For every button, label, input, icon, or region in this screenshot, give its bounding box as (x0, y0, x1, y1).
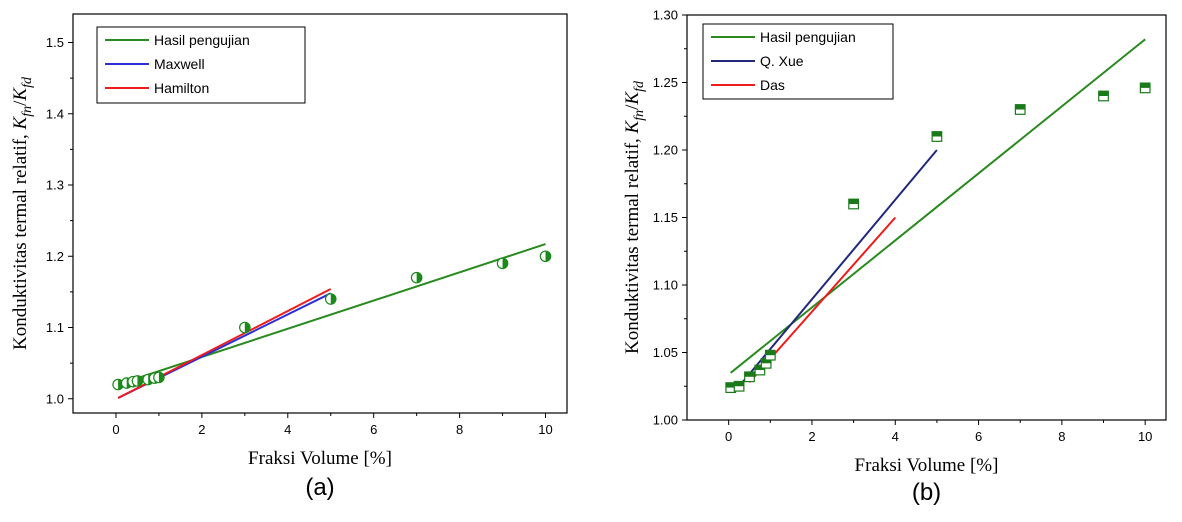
y-tick-label: 1.4 (46, 106, 64, 121)
data-point-fill (765, 350, 776, 356)
data-point-fill (416, 272, 422, 283)
y-tick-label: 1.20 (653, 143, 678, 158)
data-point (496, 257, 509, 270)
data-point (1139, 82, 1151, 94)
data-point-fill (1098, 91, 1109, 96)
data-point-fill (761, 358, 771, 364)
data-point (410, 271, 423, 284)
y-axis-label-sub: fd (20, 76, 35, 88)
y-tick-label: 1.30 (653, 8, 678, 23)
data-point (239, 321, 251, 334)
data-point (733, 380, 745, 392)
data-point-fill (755, 365, 765, 371)
y-axis-label-sub: fn (20, 106, 35, 117)
chart-panel-a: 0 2 4 6 8 10 1.0 1.1 1.2 1.3 1.4 1.5 Fraksi Volume [… (10, 13, 568, 501)
series-line-hasil-pengujian (117, 243, 546, 386)
legend-label: Hasil pengujian (154, 32, 250, 48)
data-point (754, 364, 766, 376)
data-point (153, 371, 165, 384)
panel-label: (b) (912, 479, 941, 506)
legend-label: Das (760, 77, 785, 93)
y-axis-label-text: Konduktivitas termal relatif, (622, 133, 643, 354)
legend-label: Hamilton (154, 80, 209, 96)
data-point-fill (545, 251, 551, 262)
y-axis-label-k: K (622, 91, 643, 106)
legend-label: Hasil pengujian (760, 29, 856, 45)
y-tick-label: 1.0 (46, 391, 64, 406)
y-axis-label-k: K (622, 119, 643, 134)
x-tick-label: 6 (975, 429, 982, 444)
data-point-fill (137, 375, 143, 387)
x-tick-label: 6 (370, 422, 377, 437)
data-point-fill (330, 293, 336, 305)
x-axis-label: Fraksi Volume [%] (855, 455, 999, 476)
data-point (744, 371, 755, 383)
y-axis-label-sub: fn (632, 110, 647, 121)
data-point-fill (1140, 83, 1150, 88)
legend-label: Maxwell (154, 56, 205, 72)
y-tick-label: 1.05 (653, 345, 678, 360)
data-point (112, 378, 124, 391)
data-point-fill (158, 372, 165, 383)
y-axis-label-k: K (10, 115, 31, 130)
data-point-fill (734, 381, 744, 387)
y-axis-label-sub: fd (632, 80, 647, 92)
y-axis-label-k: K (10, 87, 31, 102)
x-tick-label: 8 (456, 422, 463, 437)
y-tick-label: 1.1 (46, 320, 64, 335)
y-tick-label: 1.15 (653, 210, 678, 225)
data-point-fill (1015, 104, 1026, 110)
y-tick-label: 1.2 (46, 249, 64, 264)
data-point (1014, 104, 1026, 115)
y-tick-label: 1.5 (46, 35, 64, 50)
legend: Hasil pengujian Maxwell Hamilton (96, 26, 306, 104)
y-tick-label: 1.3 (46, 178, 64, 193)
series-line-q-xue (738, 149, 938, 387)
x-tick-label: 10 (1138, 429, 1152, 444)
plot-frame (72, 13, 568, 414)
panel-label: (a) (305, 474, 334, 501)
legend: Hasil pengujian Q. Xue Das (702, 23, 894, 100)
y-tick-label: 1.00 (653, 413, 678, 428)
data-point-fill (502, 258, 508, 269)
chart-panel-b: 0 2 4 6 8 10 1.00 1.05 1.10 1.15 1.20 1.25 1.30 Fraks… (622, 8, 1167, 506)
data-point (931, 131, 943, 142)
y-axis-label-slash: / (622, 104, 643, 110)
y-axis-label: Konduktivitas termal relatif, Kfn/Kfd (10, 76, 35, 350)
x-tick-label: 4 (892, 429, 899, 444)
series-line-hasil-pengujian (730, 38, 1146, 374)
y-axis-label-text: Konduktivitas termal relatif, (10, 129, 31, 350)
data-point (131, 375, 144, 387)
x-tick-label: 8 (1058, 429, 1065, 444)
data-point (539, 250, 552, 263)
x-axis-label: Fraksi Volume [%] (248, 448, 392, 469)
data-point (1098, 90, 1109, 102)
data-point (324, 293, 337, 305)
x-tick-label: 0 (112, 422, 119, 437)
data-point (848, 198, 860, 210)
data-point-fill (932, 131, 942, 137)
x-tick-label: 10 (538, 422, 552, 437)
data-point-fill (848, 199, 859, 204)
x-tick-label: 4 (284, 422, 291, 437)
y-axis-label: Konduktivitas termal relatif, Kfn/Kfd (622, 80, 647, 354)
x-tick-label: 0 (725, 429, 732, 444)
data-point-fill (744, 372, 755, 377)
data-point-fill (244, 322, 251, 333)
x-tick-label: 2 (808, 429, 815, 444)
x-tick-label: 2 (198, 422, 205, 437)
data-point (764, 349, 776, 361)
data-point-fill (725, 382, 736, 388)
y-tick-label: 1.10 (653, 278, 678, 293)
legend-label: Q. Xue (760, 53, 804, 69)
y-axis-label-slash: / (10, 100, 31, 106)
y-tick-label: 1.25 (653, 75, 678, 90)
